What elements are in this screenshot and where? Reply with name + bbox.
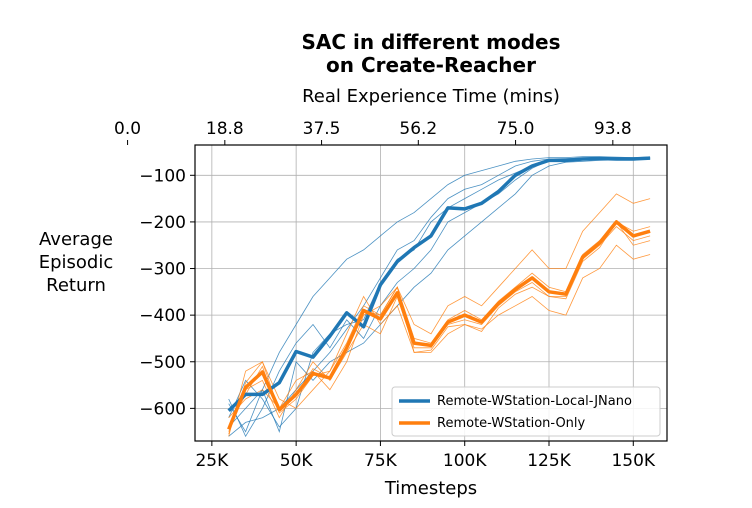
legend-label-remote-wstation-local-jnano: Remote-WStation-Local-JNano xyxy=(437,394,632,409)
y-tick-label: −500 xyxy=(139,353,186,373)
x-tick-label: 150K xyxy=(611,451,655,471)
y-tick-label: −200 xyxy=(139,213,186,233)
series-0-run-4 xyxy=(228,158,651,434)
legend-label-remote-wstation-only: Remote-WStation-Only xyxy=(437,416,586,431)
chart-title-line1: SAC in different modes xyxy=(301,30,560,54)
axis-ticks: 25K 50K 75K 100K 125K 150K −600 −500 −400 −300 −20… xyxy=(114,119,656,471)
top-x-tick-label: 75.0 xyxy=(497,119,535,139)
series-1-mean-line xyxy=(227,220,651,430)
legend: Remote-WStation-Local-JNano Remote-WStat… xyxy=(391,386,661,437)
top-x-tick-label: 93.8 xyxy=(594,119,632,139)
mean-lines xyxy=(227,156,651,430)
top-x-tick-label: 0.0 xyxy=(114,119,141,139)
y-axis-label-line2: Episodic xyxy=(39,252,114,273)
y-tick-label: −600 xyxy=(139,399,186,419)
series-1-run-1 xyxy=(228,244,651,437)
top-x-tick-label: 37.5 xyxy=(303,119,341,139)
series-1-run-0 xyxy=(228,193,651,418)
x-tick-label: 125K xyxy=(527,451,571,471)
series-0-mean-line xyxy=(227,156,651,412)
top-x-tick-label: 56.2 xyxy=(399,119,437,139)
x-axis-label: Timesteps xyxy=(384,478,477,499)
y-axis-label-line1: Average xyxy=(39,229,113,250)
top-x-axis-label: Real Experience Time (mins) xyxy=(302,86,560,107)
y-tick-label: −100 xyxy=(139,166,186,186)
top-x-tick-label: 18.8 xyxy=(206,119,244,139)
plot-area-frame xyxy=(194,144,668,442)
x-tick-label: 75K xyxy=(364,451,398,471)
chart-title-line2: on Create-Reacher xyxy=(326,53,536,77)
series-0-run-0 xyxy=(228,156,651,433)
y-axis-label-line3: Return xyxy=(46,275,106,296)
x-tick-label: 50K xyxy=(280,451,314,471)
y-tick-label: −300 xyxy=(139,260,186,280)
x-tick-label: 100K xyxy=(443,451,487,471)
x-tick-label: 25K xyxy=(195,451,229,471)
legend-box xyxy=(391,386,661,437)
y-tick-label: −400 xyxy=(139,306,186,326)
